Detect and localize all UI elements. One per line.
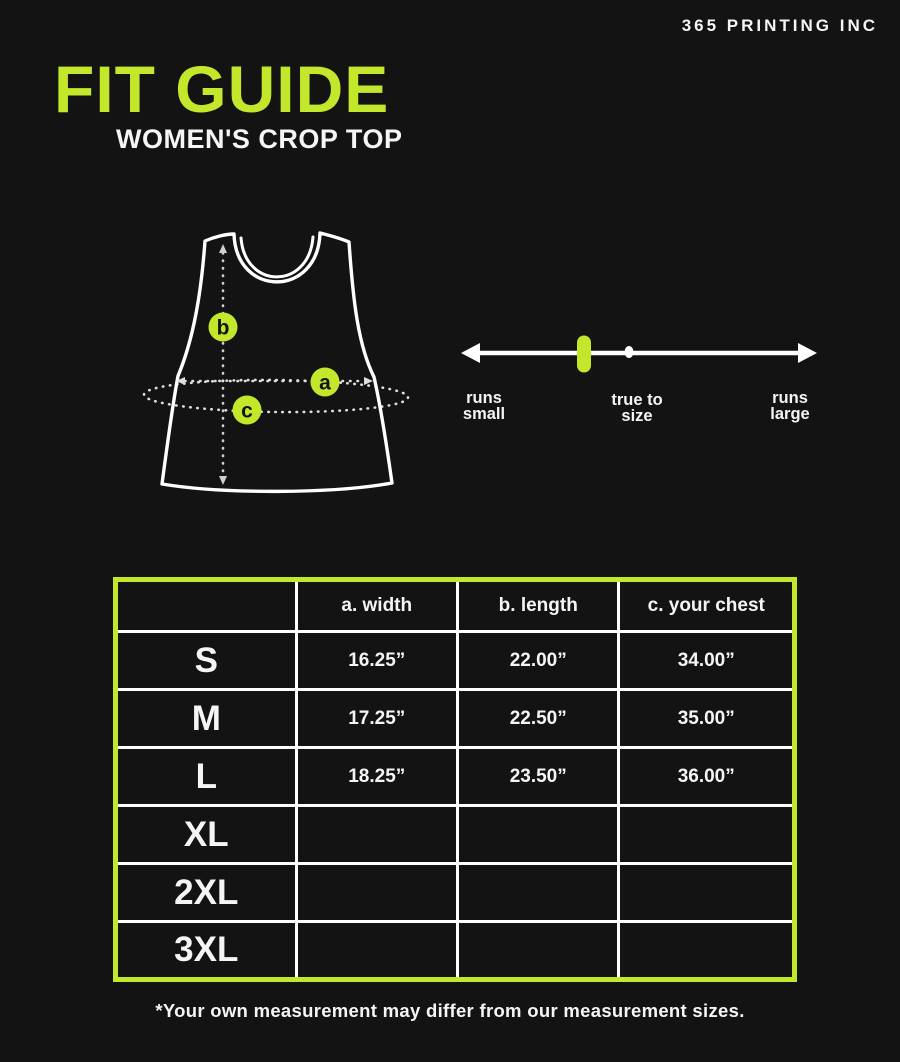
- svg-text:a: a: [319, 372, 331, 395]
- chest-value: [617, 862, 796, 923]
- header-chest: c. your chest: [617, 578, 796, 633]
- width-value: 16.25”: [294, 630, 460, 691]
- size-label: S: [114, 630, 298, 691]
- length-value: 22.50”: [455, 688, 621, 749]
- measurement-disclaimer: *Your own measurement may differ from ou…: [155, 1000, 745, 1021]
- marker-c: c: [232, 395, 262, 425]
- table-row-3xl: 3XL: [114, 920, 796, 981]
- length-value: [455, 804, 621, 865]
- brand-name: 365 PRINTING INC: [681, 16, 878, 35]
- size-table-header-row: a. width b. length c. your chest: [114, 578, 796, 633]
- table-row-s: S 16.25” 22.00” 34.00”: [114, 630, 796, 691]
- width-value: [294, 862, 460, 923]
- length-arrow-down-icon: [219, 476, 227, 485]
- crop-top-outline: [160, 231, 394, 494]
- chest-value: 34.00”: [617, 630, 796, 691]
- fit-scale-arrow-left-icon: [461, 343, 480, 363]
- chest-value: 35.00”: [617, 688, 796, 749]
- chest-value: [617, 920, 796, 981]
- table-row-xl: XL: [114, 804, 796, 865]
- crop-top-diagram: b a c: [142, 231, 410, 494]
- marker-a: a: [310, 367, 340, 397]
- table-row-l: L 18.25” 23.50” 36.00”: [114, 746, 796, 807]
- table-row-2xl: 2XL: [114, 862, 796, 923]
- page-subtitle: WOMEN'S CROP TOP: [116, 124, 403, 154]
- svg-text:b: b: [217, 317, 230, 340]
- header-size: [114, 578, 298, 633]
- chest-value: [617, 804, 796, 865]
- size-label: M: [114, 688, 298, 749]
- size-label: 3XL: [114, 920, 298, 981]
- size-label: XL: [114, 804, 298, 865]
- fit-scale-marker: [577, 335, 591, 373]
- fit-scale-label-runs-large: runs large: [770, 389, 810, 423]
- width-value: 17.25”: [294, 688, 460, 749]
- header-length: b. length: [455, 578, 621, 633]
- length-value: 22.00”: [455, 630, 621, 691]
- length-value: [455, 862, 621, 923]
- table-row-m: M 17.25” 22.50” 35.00”: [114, 688, 796, 749]
- chest-value: 36.00”: [617, 746, 796, 807]
- fit-scale-tick-dot: [624, 346, 634, 358]
- width-value: 18.25”: [294, 746, 460, 807]
- width-arrow-right-icon: [364, 377, 373, 385]
- length-value: 23.50”: [455, 746, 621, 807]
- page-title: FIT GUIDE: [54, 52, 390, 126]
- fit-scale: [461, 335, 817, 373]
- width-arrow-left-icon: [176, 377, 185, 385]
- fit-scale-arrow-right-icon: [798, 343, 817, 363]
- length-arrow-up-icon: [219, 244, 227, 253]
- size-table: a. width b. length c. your chest S 16.25…: [113, 577, 797, 982]
- size-label: 2XL: [114, 862, 298, 923]
- length-value: [455, 920, 621, 981]
- fit-scale-label-runs-small: runs small: [462, 389, 506, 423]
- marker-b: b: [208, 312, 238, 342]
- width-value: [294, 804, 460, 865]
- neckline-inner-line: [239, 235, 315, 279]
- header-width: a. width: [294, 578, 460, 633]
- width-value: [294, 920, 460, 981]
- fit-scale-label-true-to-size: true to size: [611, 391, 663, 425]
- size-label: L: [114, 746, 298, 807]
- svg-text:c: c: [241, 400, 253, 423]
